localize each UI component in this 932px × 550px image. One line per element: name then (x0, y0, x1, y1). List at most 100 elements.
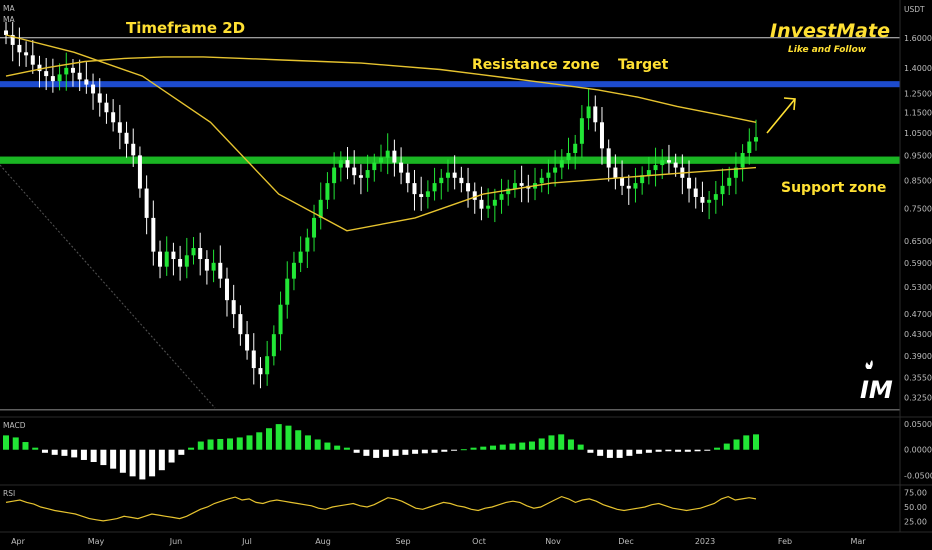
candle[interactable] (91, 73, 96, 110)
macd-bar[interactable] (343, 447, 350, 450)
macd-bar[interactable] (188, 447, 195, 450)
candle[interactable] (439, 168, 444, 200)
macd-panel[interactable] (3, 424, 759, 480)
candle[interactable] (345, 147, 350, 180)
macd-bar[interactable] (597, 449, 604, 456)
macd-bar[interactable] (61, 449, 68, 456)
macd-bar[interactable] (51, 449, 58, 455)
candle[interactable] (399, 147, 404, 185)
candle[interactable] (499, 178, 504, 214)
candle[interactable] (77, 59, 82, 92)
candle[interactable] (707, 190, 712, 220)
time-axis[interactable]: Apr May Jun Jul Aug Sep Oct Nov Dec 2023 Feb Mar (11, 537, 866, 546)
macd-bar[interactable] (295, 430, 302, 450)
macd-bar[interactable] (753, 434, 759, 450)
macd-bar[interactable] (285, 425, 292, 450)
macd-bar[interactable] (606, 449, 613, 458)
macd-bar[interactable] (227, 438, 234, 450)
macd-bar[interactable] (90, 449, 97, 463)
macd-bar[interactable] (470, 447, 477, 450)
candle[interactable] (44, 57, 49, 91)
candle[interactable] (713, 180, 718, 214)
candle[interactable] (492, 188, 497, 223)
candle[interactable] (104, 93, 109, 124)
candle[interactable] (640, 166, 645, 195)
candle[interactable] (593, 95, 598, 132)
candle[interactable] (171, 242, 176, 276)
macd-bar[interactable] (421, 449, 428, 454)
candle[interactable] (164, 236, 169, 276)
macd-bar[interactable] (100, 449, 107, 466)
candle[interactable] (687, 160, 692, 203)
macd-bar[interactable] (363, 449, 370, 456)
candle[interactable] (358, 164, 363, 195)
macd-bar[interactable] (353, 449, 360, 453)
macd-bar[interactable] (129, 449, 136, 477)
candle[interactable] (245, 321, 250, 360)
macd-bar[interactable] (158, 449, 165, 471)
macd-bar[interactable] (587, 449, 594, 453)
candle[interactable] (4, 21, 8, 45)
macd-bar[interactable] (704, 449, 711, 451)
candle[interactable] (526, 174, 531, 203)
candle[interactable] (131, 128, 136, 167)
candle[interactable] (117, 104, 122, 150)
candle[interactable] (184, 237, 189, 279)
candle[interactable] (653, 147, 658, 187)
candle[interactable] (64, 52, 69, 91)
candle[interactable] (178, 245, 183, 281)
macd-bar[interactable] (499, 444, 506, 450)
candle[interactable] (385, 133, 390, 175)
price-panel[interactable] (0, 21, 900, 409)
macd-bar[interactable] (412, 449, 419, 454)
candle[interactable] (754, 119, 758, 151)
candle[interactable] (291, 251, 296, 291)
candle[interactable] (425, 180, 430, 209)
macd-bar[interactable] (119, 449, 126, 473)
macd-bar[interactable] (3, 435, 9, 450)
candle[interactable] (338, 151, 343, 182)
macd-bar[interactable] (684, 449, 691, 452)
macd-bar[interactable] (460, 449, 467, 451)
candle[interactable] (158, 240, 163, 279)
candle[interactable] (412, 169, 417, 211)
macd-bar[interactable] (480, 446, 487, 450)
rsi-panel[interactable] (5, 495, 757, 522)
ma-label-1[interactable]: MA (3, 4, 15, 13)
logo-im[interactable]: IM (860, 376, 893, 404)
macd-bar[interactable] (490, 445, 497, 450)
candle[interactable] (546, 159, 551, 195)
macd-bar[interactable] (314, 439, 321, 450)
macd-bar[interactable] (441, 449, 448, 452)
macd-bar[interactable] (236, 437, 243, 450)
candle[interactable] (566, 137, 571, 170)
macd-bar[interactable] (743, 435, 750, 450)
price-axis[interactable]: 1.6000 1.4000 1.2500 1.1500 1.0500 0.9500 0.85… (904, 34, 932, 527)
candle[interactable] (204, 250, 209, 285)
candle[interactable] (305, 228, 310, 268)
macd-bar[interactable] (694, 449, 701, 452)
candle[interactable] (211, 249, 216, 283)
candle[interactable] (579, 105, 584, 158)
macd-bar[interactable] (567, 439, 574, 450)
candle[interactable] (727, 166, 732, 196)
macd-bar[interactable] (324, 442, 331, 450)
candle[interactable] (238, 305, 243, 346)
macd-bar[interactable] (246, 435, 253, 450)
candle[interactable] (405, 163, 410, 193)
candle[interactable] (720, 168, 725, 206)
candle[interactable] (646, 156, 651, 185)
macd-bar[interactable] (382, 449, 389, 457)
macd-bar[interactable] (71, 449, 78, 458)
macd-bar[interactable] (265, 428, 272, 450)
macd-bar[interactable] (32, 447, 39, 450)
candle[interactable] (559, 149, 564, 180)
candle[interactable] (365, 154, 370, 192)
ma-short-line[interactable] (5, 34, 757, 232)
macd-bar[interactable] (733, 439, 740, 450)
candle[interactable] (392, 139, 397, 177)
candle[interactable] (733, 152, 738, 195)
macd-bar[interactable] (304, 435, 311, 450)
macd-bar[interactable] (509, 443, 516, 450)
macd-bar[interactable] (217, 438, 224, 450)
